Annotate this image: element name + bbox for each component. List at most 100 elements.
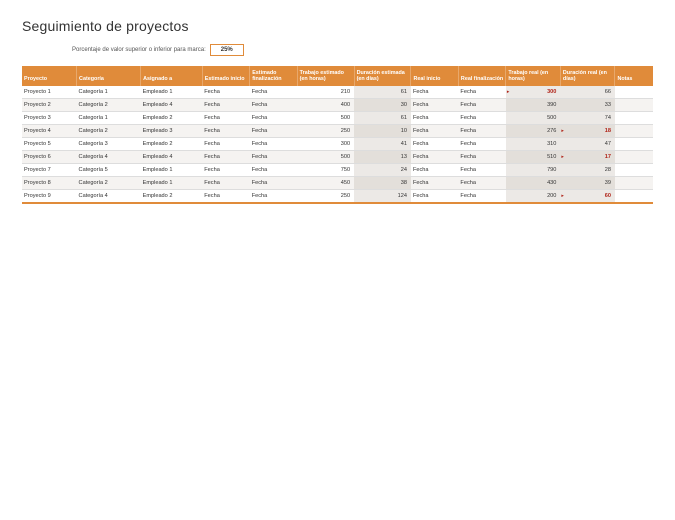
cell-real-fin[interactable]: Fecha — [458, 125, 505, 138]
cell-est-inicio[interactable]: Fecha — [202, 164, 249, 177]
cell-est-fin[interactable]: Fecha — [250, 99, 297, 112]
cell-est-inicio[interactable]: Fecha — [202, 177, 249, 190]
cell-dur-est[interactable]: 41 — [354, 138, 411, 151]
cell-real-inicio[interactable]: Fecha — [411, 112, 458, 125]
cell-est-inicio[interactable]: Fecha — [202, 190, 249, 204]
cell-est-inicio[interactable]: Fecha — [202, 86, 249, 99]
cell-dur-est[interactable]: 13 — [354, 151, 411, 164]
cell-categoria[interactable]: Categoría 2 — [77, 125, 141, 138]
col-notas[interactable]: Notas — [615, 66, 653, 86]
cell-trab-est[interactable]: 750 — [297, 164, 354, 177]
table-row[interactable]: Proyecto 3Categoría 1Empleado 2FechaFech… — [22, 112, 653, 125]
cell-asignado[interactable]: Empleado 1 — [141, 164, 203, 177]
cell-trab-est[interactable]: 500 — [297, 112, 354, 125]
cell-notas[interactable] — [615, 125, 653, 138]
cell-dur-est[interactable]: 61 — [354, 86, 411, 99]
col-proyecto[interactable]: Proyecto — [22, 66, 77, 86]
cell-est-inicio[interactable]: Fecha — [202, 151, 249, 164]
cell-trab-real[interactable]: 200 — [506, 190, 561, 204]
cell-real-inicio[interactable]: Fecha — [411, 99, 458, 112]
cell-real-fin[interactable]: Fecha — [458, 151, 505, 164]
cell-proyecto[interactable]: Proyecto 5 — [22, 138, 77, 151]
cell-real-inicio[interactable]: Fecha — [411, 151, 458, 164]
cell-dur-real[interactable]: 39 — [560, 177, 615, 190]
col-real-fin[interactable]: Real finalización — [458, 66, 505, 86]
cell-dur-est[interactable]: 61 — [354, 112, 411, 125]
cell-dur-real[interactable]: 18 — [560, 125, 615, 138]
col-est-fin[interactable]: Estimado finalización — [250, 66, 297, 86]
col-real-inicio[interactable]: Real inicio — [411, 66, 458, 86]
cell-trab-real[interactable]: 510 — [506, 151, 561, 164]
cell-real-fin[interactable]: Fecha — [458, 177, 505, 190]
cell-real-fin[interactable]: Fecha — [458, 99, 505, 112]
cell-est-fin[interactable]: Fecha — [250, 125, 297, 138]
cell-categoria[interactable]: Categoría 2 — [77, 99, 141, 112]
cell-est-fin[interactable]: Fecha — [250, 112, 297, 125]
cell-dur-real[interactable]: 28 — [560, 164, 615, 177]
cell-trab-est[interactable]: 500 — [297, 151, 354, 164]
cell-real-inicio[interactable]: Fecha — [411, 125, 458, 138]
cell-trab-real[interactable]: 276 — [506, 125, 561, 138]
col-categoria[interactable]: Categoría — [77, 66, 141, 86]
cell-asignado[interactable]: Empleado 2 — [141, 190, 203, 204]
cell-proyecto[interactable]: Proyecto 1 — [22, 86, 77, 99]
cell-est-inicio[interactable]: Fecha — [202, 138, 249, 151]
cell-dur-est[interactable]: 24 — [354, 164, 411, 177]
cell-est-fin[interactable]: Fecha — [250, 151, 297, 164]
cell-dur-est[interactable]: 38 — [354, 177, 411, 190]
cell-notas[interactable] — [615, 177, 653, 190]
cell-trab-real[interactable]: 300 — [506, 86, 561, 99]
cell-trab-real[interactable]: 500 — [506, 112, 561, 125]
cell-proyecto[interactable]: Proyecto 8 — [22, 177, 77, 190]
cell-notas[interactable] — [615, 86, 653, 99]
cell-asignado[interactable]: Empleado 2 — [141, 138, 203, 151]
col-trab-est[interactable]: Trabajo estimado (en horas) — [297, 66, 354, 86]
cell-proyecto[interactable]: Proyecto 4 — [22, 125, 77, 138]
table-row[interactable]: Proyecto 2Categoría 2Empleado 4FechaFech… — [22, 99, 653, 112]
cell-dur-real[interactable]: 47 — [560, 138, 615, 151]
cell-dur-real[interactable]: 74 — [560, 112, 615, 125]
col-dur-est[interactable]: Duración estimada (en días) — [354, 66, 411, 86]
cell-notas[interactable] — [615, 138, 653, 151]
cell-trab-real[interactable]: 310 — [506, 138, 561, 151]
table-row[interactable]: Proyecto 9Categoría 4Empleado 2FechaFech… — [22, 190, 653, 204]
cell-notas[interactable] — [615, 190, 653, 204]
cell-est-fin[interactable]: Fecha — [250, 164, 297, 177]
table-row[interactable]: Proyecto 8Categoría 2Empleado 1FechaFech… — [22, 177, 653, 190]
cell-categoria[interactable]: Categoría 4 — [77, 151, 141, 164]
table-row[interactable]: Proyecto 6Categoría 4Empleado 4FechaFech… — [22, 151, 653, 164]
cell-est-inicio[interactable]: Fecha — [202, 112, 249, 125]
cell-est-inicio[interactable]: Fecha — [202, 125, 249, 138]
cell-dur-est[interactable]: 10 — [354, 125, 411, 138]
col-trab-real[interactable]: Trabajo real (en horas) — [506, 66, 561, 86]
col-asignado[interactable]: Asignado a — [141, 66, 203, 86]
cell-real-fin[interactable]: Fecha — [458, 112, 505, 125]
col-dur-real[interactable]: Duración real (en días) — [560, 66, 615, 86]
cell-categoria[interactable]: Categoría 3 — [77, 138, 141, 151]
cell-trab-est[interactable]: 210 — [297, 86, 354, 99]
cell-dur-real[interactable]: 33 — [560, 99, 615, 112]
cell-real-fin[interactable]: Fecha — [458, 86, 505, 99]
cell-est-fin[interactable]: Fecha — [250, 86, 297, 99]
cell-proyecto[interactable]: Proyecto 7 — [22, 164, 77, 177]
cell-proyecto[interactable]: Proyecto 2 — [22, 99, 77, 112]
table-row[interactable]: Proyecto 7Categoría 5Empleado 1FechaFech… — [22, 164, 653, 177]
cell-real-fin[interactable]: Fecha — [458, 164, 505, 177]
cell-est-fin[interactable]: Fecha — [250, 177, 297, 190]
cell-categoria[interactable]: Categoría 1 — [77, 112, 141, 125]
cell-notas[interactable] — [615, 99, 653, 112]
cell-real-fin[interactable]: Fecha — [458, 138, 505, 151]
cell-est-fin[interactable]: Fecha — [250, 190, 297, 204]
cell-real-inicio[interactable]: Fecha — [411, 177, 458, 190]
cell-asignado[interactable]: Empleado 4 — [141, 99, 203, 112]
cell-trab-est[interactable]: 450 — [297, 177, 354, 190]
cell-asignado[interactable]: Empleado 1 — [141, 177, 203, 190]
cell-asignado[interactable]: Empleado 4 — [141, 151, 203, 164]
table-row[interactable]: Proyecto 5Categoría 3Empleado 2FechaFech… — [22, 138, 653, 151]
cell-dur-real[interactable]: 60 — [560, 190, 615, 204]
cell-trab-real[interactable]: 430 — [506, 177, 561, 190]
cell-asignado[interactable]: Empleado 3 — [141, 125, 203, 138]
cell-dur-est[interactable]: 124 — [354, 190, 411, 204]
cell-asignado[interactable]: Empleado 2 — [141, 112, 203, 125]
cell-trab-est[interactable]: 250 — [297, 190, 354, 204]
